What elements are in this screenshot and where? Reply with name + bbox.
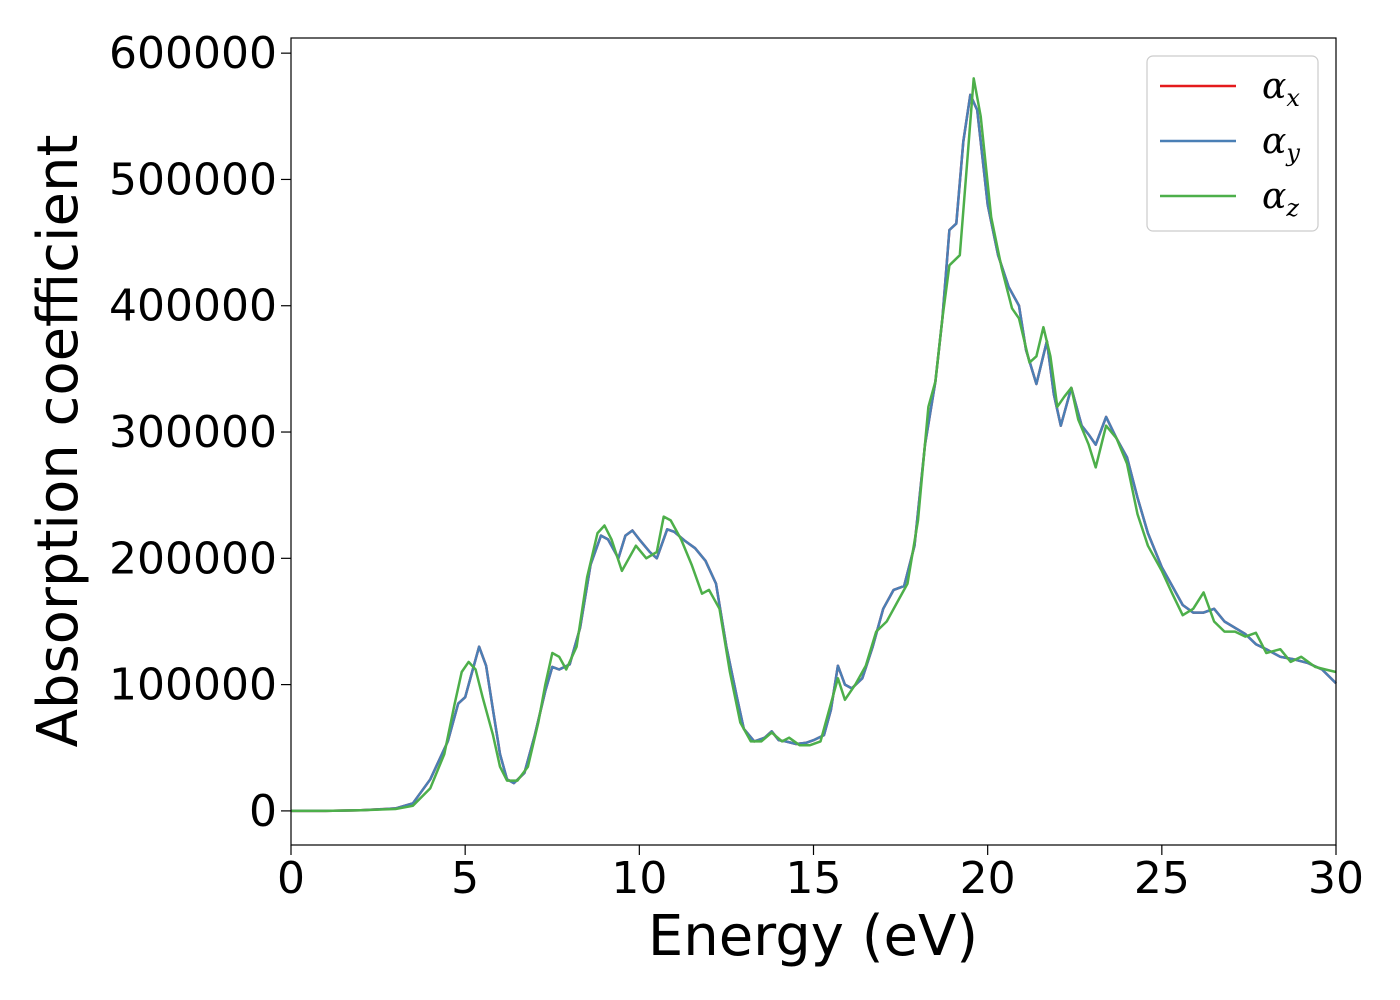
legend-label-alpha-x: αx <box>1262 66 1300 112</box>
y-tick-label: 400000 <box>109 281 277 332</box>
y-tick-label: 0 <box>249 786 277 837</box>
x-axis: 0 5 10 15 20 25 30 <box>277 845 1364 904</box>
legend-symbol: α <box>1262 121 1286 162</box>
legend-symbol: α <box>1262 176 1286 217</box>
y-axis-label: Absorption coefficient <box>26 135 91 748</box>
legend-label-alpha-z: αz <box>1262 176 1299 222</box>
series-line-alpha-z <box>291 77 1337 813</box>
legend-symbol: α <box>1262 66 1286 107</box>
y-tick-label: 500000 <box>109 154 277 205</box>
x-tick-label: 20 <box>960 853 1016 904</box>
legend-subscript: y <box>1285 139 1300 167</box>
x-axis-label: Energy (eV) <box>648 904 978 969</box>
y-axis: 0 100000 200000 300000 400000 500000 600000 <box>109 28 291 837</box>
x-tick-label: 25 <box>1134 853 1190 904</box>
y-tick-label: 100000 <box>109 660 277 711</box>
y-tick-label: 600000 <box>109 28 277 79</box>
x-tick-label: 5 <box>451 853 479 904</box>
x-tick-label: 0 <box>277 853 305 904</box>
x-tick-label: 15 <box>786 853 842 904</box>
legend-label-alpha-y: αy <box>1262 121 1300 167</box>
legend-box <box>1146 55 1319 232</box>
legend-subscript: z <box>1285 194 1299 222</box>
y-tick-label: 300000 <box>109 407 277 458</box>
legend-subscript: x <box>1286 84 1300 112</box>
x-tick-label: 10 <box>611 853 667 904</box>
x-tick-label: 30 <box>1308 853 1364 904</box>
y-tick-label: 200000 <box>109 533 277 584</box>
series-layer <box>291 77 1337 813</box>
